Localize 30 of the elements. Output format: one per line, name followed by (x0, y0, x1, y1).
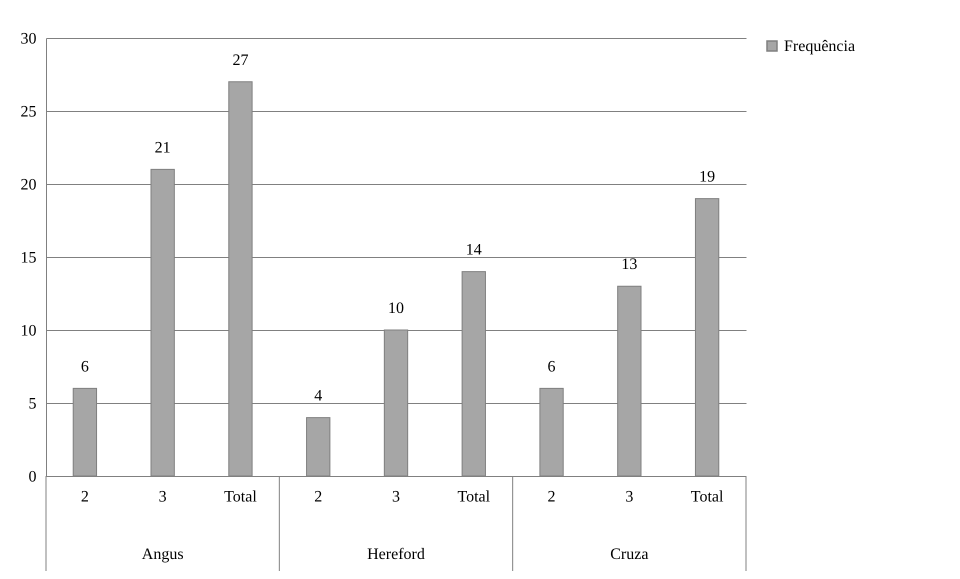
x-tick-label: 2 (314, 488, 322, 506)
y-tick-label: 10 (20, 322, 36, 340)
x-tick-label: Total (457, 488, 491, 506)
data-label: 27 (232, 52, 248, 69)
text: Angus (142, 546, 184, 563)
text: Hereford (367, 546, 425, 563)
data-label: 10 (388, 300, 404, 317)
x-tick-label: 2 (80, 488, 89, 506)
y-tick-label: 20 (20, 176, 36, 194)
x-tick-label: 3 (392, 488, 400, 506)
text: Cruza (610, 546, 648, 563)
data-label: 14 (466, 242, 482, 259)
y-tick-label: 0 (28, 468, 36, 486)
y-tick-label: 15 (20, 250, 36, 266)
data-label: 4 (314, 388, 322, 405)
y-tick-label: 30 (20, 30, 36, 48)
data-label: 6 (80, 358, 89, 376)
x-tick-label: Total (224, 488, 258, 506)
data-label: 6 (548, 358, 556, 376)
x-tick-label: 3 (625, 488, 634, 506)
y-tick-label: 25 (20, 104, 36, 120)
legend-label: Frequência (784, 38, 856, 55)
x-tick-label: 3 (158, 488, 167, 506)
x-tick-label: 2 (548, 488, 556, 506)
bar (306, 417, 330, 476)
x-tick-label: Total (690, 488, 724, 506)
data-label: 19 (699, 168, 716, 186)
data-label: 21 (154, 139, 171, 156)
data-label: 13 (621, 256, 638, 274)
y-tick-label: 5 (28, 396, 36, 412)
